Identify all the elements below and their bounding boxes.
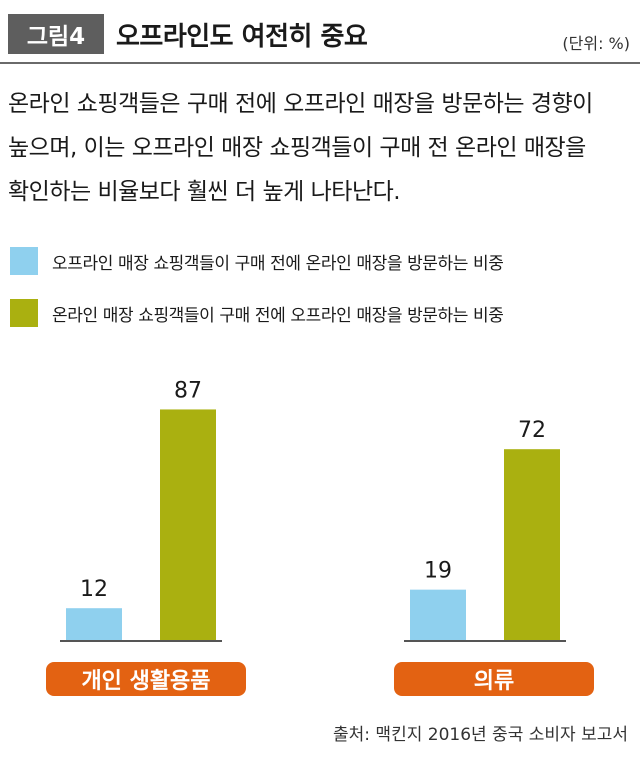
legend-item-offline-shoppers: 오프라인 매장 쇼핑객들이 구매 전에 온라인 매장을 방문하는 비중 xyxy=(10,246,504,276)
figure-label: 그림4 xyxy=(8,14,104,54)
bar-series2-cat0 xyxy=(160,409,216,640)
data-label-series2-cat1: 72 xyxy=(518,418,546,443)
description-text: 온라인 쇼핑객들은 구매 전에 오프라인 매장을 방문하는 경향이 높으며, 이… xyxy=(8,91,593,205)
chart-title: 오프라인도 여전히 중요 xyxy=(116,22,368,52)
legend: 오프라인 매장 쇼핑객들이 구매 전에 온라인 매장을 방문하는 비중 온라인 … xyxy=(10,246,504,350)
category-label-clothing: 의류 xyxy=(394,662,594,696)
data-label-series2-cat0: 87 xyxy=(174,378,202,403)
bar-series2-cat1 xyxy=(504,449,560,640)
legend-label-series2: 온라인 매장 쇼핑객들이 구매 전에 오프라인 매장을 방문하는 비중 xyxy=(52,305,504,326)
data-label-series1-cat0: 12 xyxy=(80,577,108,602)
bar-series1-cat1 xyxy=(410,589,466,640)
category-label-personal-care: 개인 생활용품 xyxy=(46,662,246,696)
bar-chart: 12 87 19 72 xyxy=(60,378,566,642)
figure-header: 그림4 오프라인도 여전히 중요 (단위: %) xyxy=(0,0,640,64)
source-note: 출처: 맥킨지 2016년 중국 소비자 보고서 xyxy=(333,725,628,745)
legend-item-online-shoppers: 온라인 매장 쇼핑객들이 구매 전에 오프라인 매장을 방문하는 비중 xyxy=(10,298,504,328)
legend-label-series1: 오프라인 매장 쇼핑객들이 구매 전에 온라인 매장을 방문하는 비중 xyxy=(52,253,504,274)
legend-swatch-series1 xyxy=(10,247,38,275)
bar-series1-cat0 xyxy=(66,608,122,640)
unit-label: (단위: %) xyxy=(562,34,630,53)
data-label-series1-cat1: 19 xyxy=(424,559,452,584)
legend-swatch-series2 xyxy=(10,299,38,327)
